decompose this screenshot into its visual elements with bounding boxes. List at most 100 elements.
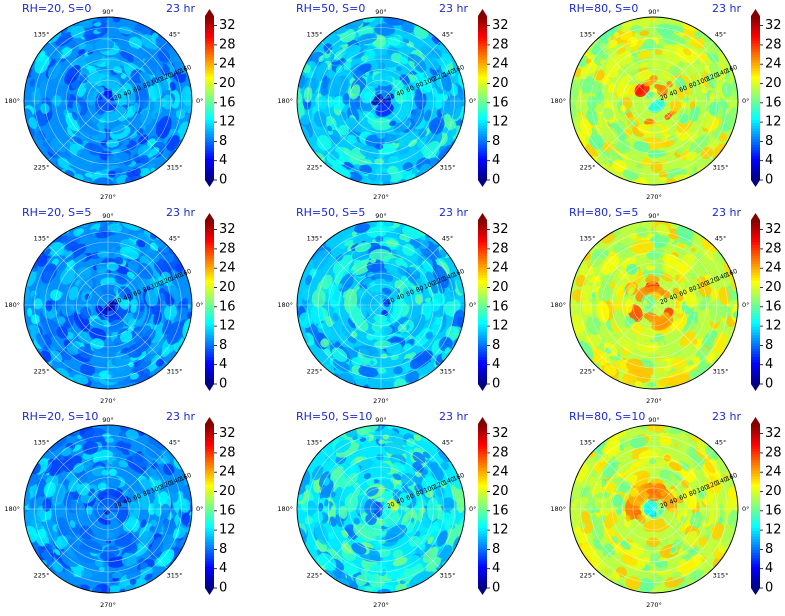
data-cell xyxy=(81,539,103,554)
colorbar-tick-label: 28 xyxy=(492,445,509,460)
colorbar-segment xyxy=(205,424,214,428)
colorbar-segment xyxy=(478,451,487,455)
colorbar-segment xyxy=(751,147,760,151)
radial-tick-label: 160 xyxy=(179,64,193,75)
colorbar-segment xyxy=(205,239,214,243)
colorbar-tick-label: 20 xyxy=(765,76,782,91)
colorbar-segment xyxy=(751,158,760,162)
data-cell xyxy=(305,484,310,490)
data-cell xyxy=(131,167,141,177)
data-cell xyxy=(421,260,434,274)
colorbar-tick-label: 0 xyxy=(219,173,227,188)
data-cell xyxy=(575,515,581,525)
data-cell xyxy=(634,85,645,96)
data-cell xyxy=(136,127,144,136)
data-cell xyxy=(619,481,631,493)
colorbar-segment xyxy=(751,312,760,317)
colorbar-segment xyxy=(751,462,760,466)
colorbar-segment xyxy=(751,21,760,25)
colorbar-segment xyxy=(478,541,487,545)
panel-time-label: 23 hr xyxy=(166,2,195,15)
data-cell xyxy=(682,48,692,56)
data-cell xyxy=(124,542,138,555)
data-cell xyxy=(612,242,625,253)
angle-tick-label: 180° xyxy=(4,505,20,513)
radial-tick-label: 120 xyxy=(706,480,720,491)
angle-tick-label: 180° xyxy=(277,301,293,309)
data-cell xyxy=(358,366,379,378)
colorbar-segment xyxy=(478,78,487,82)
data-cell xyxy=(92,457,99,463)
data-cell xyxy=(89,518,98,527)
data-cell xyxy=(349,154,368,166)
colorbar-segment xyxy=(205,302,214,306)
data-cell xyxy=(35,133,43,141)
data-cell xyxy=(446,276,456,292)
colorbar-segment xyxy=(205,43,214,47)
radial-tick-label: 60 xyxy=(405,85,415,95)
colorbar-segment xyxy=(478,495,487,499)
data-cell xyxy=(125,429,139,440)
data-cell xyxy=(144,573,153,581)
colorbar-tick-label: 8 xyxy=(219,338,227,353)
data-cell xyxy=(341,529,349,538)
colorbar-segment xyxy=(478,522,487,526)
data-cell xyxy=(636,226,648,238)
colorbar-tick-label: 4 xyxy=(765,561,773,576)
data-cell xyxy=(414,362,433,377)
colorbar-segment xyxy=(205,503,214,507)
colorbar-segment xyxy=(205,448,214,452)
colorbar-segment xyxy=(478,141,487,145)
data-cell xyxy=(441,74,452,92)
data-cell xyxy=(340,111,347,121)
data-cell xyxy=(54,548,61,556)
colorbar-segment xyxy=(478,552,487,556)
data-cell xyxy=(678,113,689,124)
data-cell xyxy=(425,331,433,340)
data-cell xyxy=(646,488,658,495)
data-cell xyxy=(119,246,139,260)
data-cell xyxy=(353,482,361,490)
data-cell xyxy=(353,517,360,525)
colorbar-segment xyxy=(751,332,760,336)
data-cell xyxy=(163,463,175,476)
colorbar-segment xyxy=(205,166,214,170)
colorbar-segment xyxy=(751,87,760,91)
data-cell xyxy=(107,365,131,379)
data-cell xyxy=(670,547,677,553)
data-cell xyxy=(142,109,147,116)
colorbar-segment xyxy=(205,95,214,99)
data-cell xyxy=(98,117,106,124)
polar-grid xyxy=(296,16,466,186)
colorbar-tick-label: 20 xyxy=(765,280,782,295)
colorbar-segment xyxy=(751,73,760,77)
data-cell xyxy=(316,96,328,110)
angle-tick-label: 180° xyxy=(550,301,566,309)
data-cell xyxy=(666,346,679,357)
data-cell xyxy=(157,49,171,63)
colorbar-segment xyxy=(751,424,760,428)
data-cell xyxy=(37,545,45,554)
colorbar-segment xyxy=(205,525,214,529)
angle-tick-label: 180° xyxy=(550,505,566,513)
angle-tick-label: 270° xyxy=(100,601,116,609)
radial-tick-label: 20 xyxy=(113,501,123,511)
data-cell xyxy=(444,347,451,354)
data-cell xyxy=(100,76,121,89)
colorbar-tick-label: 12 xyxy=(765,523,782,538)
data-cell xyxy=(332,469,342,480)
colorbar-segment xyxy=(751,288,760,292)
colorbar-segment xyxy=(751,566,760,570)
colorbar-tick-label: 8 xyxy=(219,134,227,149)
data-cell xyxy=(118,460,129,468)
colorbar-segment xyxy=(205,348,214,352)
colorbar-segment xyxy=(751,318,760,322)
data-cell xyxy=(642,38,656,51)
data-cell xyxy=(440,481,447,489)
colorbar-segment xyxy=(205,117,214,121)
data-cell xyxy=(134,23,142,31)
colorbar-segment xyxy=(751,473,760,477)
colorbar-segment xyxy=(751,144,760,148)
colorbar-segment xyxy=(751,230,760,235)
data-cell xyxy=(126,271,136,280)
